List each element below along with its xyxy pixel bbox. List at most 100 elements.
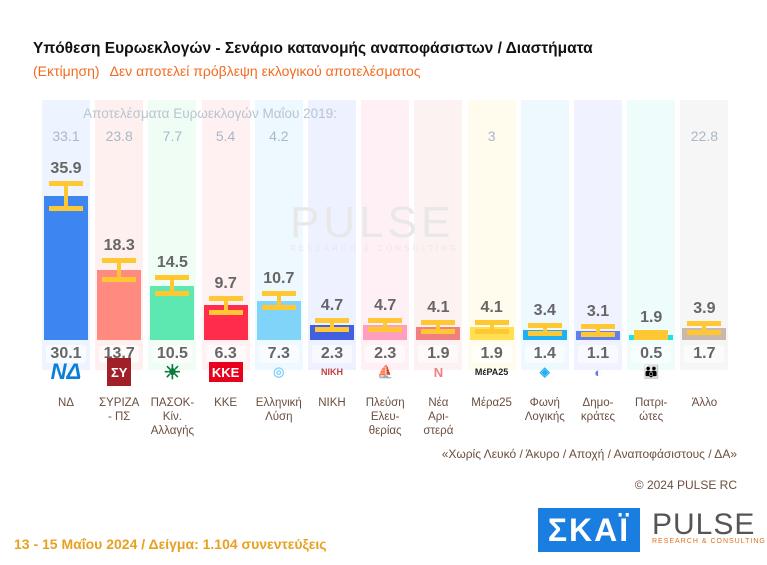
- party-name: ΠΑΣΟΚ-Κίν. Αλλαγής: [150, 397, 195, 437]
- interval-cap-upper: [687, 320, 722, 326]
- party-logo: ◎: [273, 364, 285, 379]
- subtitle-disclaimer: Δεν αποτελεί πρόβλεψη εκλογικού αποτελέσ…: [109, 63, 421, 79]
- interval-cap-lower: [155, 291, 190, 297]
- copyright: © 2024 PULSE RC: [634, 478, 737, 492]
- previous-results-label: Αποτελέσματα Ευρωεκλογών Μαΐου 2019:: [83, 106, 337, 121]
- lower-value-label: 2.3: [365, 345, 406, 363]
- party-logo: ΚΚΕ: [208, 362, 243, 382]
- party-name: Άλλο: [691, 397, 718, 409]
- party-name: Νέα Αρι-στερά: [423, 397, 454, 437]
- party-name: Μέρα25: [471, 397, 512, 409]
- party-logo: ΝΔ: [50, 359, 82, 384]
- interval-stem: [170, 276, 175, 295]
- interval-cap-lower: [208, 309, 243, 315]
- upper-value-label: 3.1: [586, 303, 610, 321]
- interval-cap-upper: [421, 320, 456, 326]
- interval-stem: [702, 322, 707, 333]
- pulse-logo: PULSE RESEARCH & CONSULTING: [652, 508, 766, 545]
- interval-cap-upper: [261, 291, 296, 297]
- result-2019-label: 23.8: [105, 128, 133, 144]
- upper-value-label: 4.1: [480, 299, 503, 317]
- interval-cap-lower: [634, 334, 669, 340]
- interval-cap-lower: [421, 328, 456, 334]
- lower-value-label: 10.5: [152, 345, 193, 363]
- interval-cap-lower: [102, 277, 137, 283]
- interval-cap-lower: [49, 205, 83, 211]
- lower-value-label: 30.1: [46, 345, 86, 363]
- interval-stem: [330, 319, 334, 330]
- column-band: [627, 100, 676, 370]
- party-logo: ◈: [539, 364, 550, 379]
- result-2019-label: 4.2: [269, 128, 289, 144]
- upper-value-label: 3.4: [533, 302, 556, 320]
- chart-title: Υπόθεση Ευρωεκλογών - Σενάριο κατανομής …: [33, 40, 593, 57]
- interval-cap-lower: [474, 328, 509, 334]
- upper-value-label: 4.7: [374, 296, 397, 314]
- interval-cap-lower: [368, 326, 403, 332]
- interval-stem: [223, 297, 228, 313]
- party-name: ΣΥΡΙΖΑ - ΠΣ: [99, 397, 140, 423]
- party-name: Ελληνική Λύση: [255, 397, 302, 423]
- party-name: Φωνή Λογικής: [524, 397, 565, 423]
- result-2019-label: 33.1: [52, 128, 80, 144]
- interval-stem: [64, 183, 68, 209]
- result-2019-label: 5.4: [215, 128, 236, 144]
- upper-value-label: 10.7: [263, 270, 295, 288]
- interval-cap-upper: [634, 329, 669, 335]
- result-2019-label: 22.8: [690, 128, 719, 144]
- interval-cap-lower: [687, 329, 722, 335]
- result-2019-label: 7.7: [162, 128, 183, 144]
- lower-value-label: 7.3: [258, 345, 299, 363]
- interval-stem: [649, 331, 654, 338]
- lower-value-label: 1.4: [524, 345, 565, 363]
- chart-subtitle: (Εκτίμηση) Δεν αποτελεί πρόβλεψη εκλογικο…: [33, 63, 431, 79]
- interval-stem: [117, 260, 122, 281]
- interval-stem: [596, 326, 600, 336]
- party-logo: ΜέΡΑ25: [474, 367, 509, 377]
- interval-cap-lower: [315, 326, 349, 332]
- interval-cap-upper: [315, 317, 349, 323]
- interval-cap-upper: [208, 295, 243, 301]
- upper-value-label: 35.9: [50, 160, 82, 178]
- party-logo: ⛵: [377, 364, 394, 379]
- lower-value-label: 1.7: [684, 345, 725, 363]
- lower-value-label: 1.9: [471, 345, 512, 363]
- interval-cap-upper: [155, 274, 190, 280]
- party-logo: Ν: [433, 364, 444, 380]
- interval-cap-lower: [261, 305, 296, 311]
- chart-area: 33.1 35.9 30.1 ΝΔ ΝΔ 23.8 18.3 13.7 ΣΥ ΣΥΡΙΖΑ - ΠΣ…: [42, 100, 731, 437]
- lower-value-label: 1.1: [578, 345, 618, 363]
- skai-logo: ΣΚΑΪ: [538, 508, 640, 552]
- subtitle-estimate: (Εκτίμηση): [33, 63, 100, 79]
- upper-value-label: 4.1: [427, 299, 450, 317]
- pulse-watermark: PULSE RESEARCH & CONSULTING: [290, 198, 460, 253]
- interval-cap-upper: [102, 258, 137, 264]
- party-name: ΝΙΚΗ: [318, 397, 346, 409]
- party-logo: ◐: [594, 364, 602, 380]
- interval-stem: [542, 325, 547, 334]
- interval-cap-upper: [474, 320, 509, 326]
- upper-value-label: 4.7: [320, 296, 344, 314]
- interval-cap-upper: [49, 181, 83, 187]
- interval-cap-upper: [368, 317, 403, 323]
- interval-cap-lower: [527, 330, 562, 336]
- interval-cap-upper: [527, 323, 562, 329]
- lower-value-label: 6.3: [205, 345, 246, 363]
- upper-value-label: 3.9: [693, 299, 716, 317]
- upper-value-label: 14.5: [156, 253, 188, 271]
- party-logo: ΝΙΚΗ: [321, 367, 343, 377]
- interval-cap-upper: [581, 324, 615, 330]
- lower-value-label: 1.9: [418, 345, 459, 363]
- party-logo: 👪: [643, 364, 660, 379]
- survey-info: 13 - 15 Μαΐου 2024 / Δείγμα: 1.104 συνεν…: [14, 536, 327, 552]
- interval-stem: [436, 322, 441, 332]
- bar: [44, 196, 88, 340]
- upper-value-label: 18.3: [103, 237, 135, 255]
- party-name: ΚΚΕ: [214, 397, 238, 409]
- party-logo: ΣΥ: [107, 358, 132, 386]
- party-logo: [678, 358, 731, 386]
- party-name: ΝΔ: [58, 397, 74, 409]
- party-logo: ☀: [163, 361, 182, 384]
- lower-value-label: 2.3: [312, 345, 352, 363]
- footnote: «Χωρίς Λευκό / Άκυρο / Αποχή / Αναποφάσι…: [441, 447, 737, 461]
